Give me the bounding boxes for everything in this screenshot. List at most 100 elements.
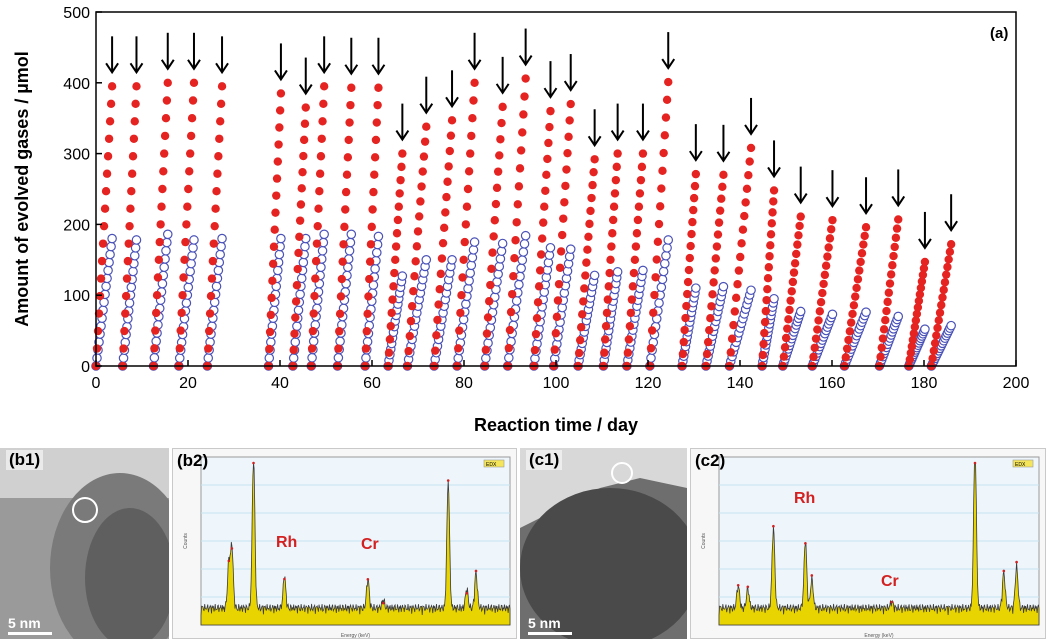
- h2-point: [98, 239, 108, 248]
- o2-point: [589, 270, 600, 281]
- h2-point: [447, 116, 457, 125]
- x-tick-label: 20: [179, 375, 197, 392]
- h2-point: [439, 223, 449, 233]
- h2-point: [563, 148, 572, 158]
- h2-point: [706, 314, 715, 323]
- o2-point: [497, 238, 508, 249]
- o2-point: [769, 293, 779, 304]
- scale-label-c1: 5 nm: [528, 615, 561, 631]
- h2-point: [431, 346, 440, 355]
- x-tick-label: 180: [911, 375, 938, 392]
- h2-point: [509, 271, 518, 281]
- o2-point: [516, 263, 526, 274]
- h2-point: [861, 223, 871, 232]
- h2-point: [845, 327, 855, 336]
- o2-point: [344, 245, 355, 256]
- h2-point: [702, 349, 712, 359]
- h2-point: [736, 252, 745, 262]
- h2-point: [132, 82, 141, 91]
- h2-point: [532, 314, 542, 323]
- o2-point: [185, 266, 195, 277]
- o2-point: [292, 321, 302, 331]
- o2-point: [105, 249, 115, 260]
- h2-point: [298, 167, 307, 177]
- h2-point: [300, 119, 310, 128]
- h2-point: [551, 329, 561, 338]
- h2-point: [765, 252, 774, 261]
- h2-point: [385, 335, 395, 344]
- h2-point: [919, 264, 929, 273]
- h2-point: [746, 143, 756, 153]
- o2-point: [295, 289, 305, 300]
- edx-peak-marker: [252, 461, 255, 465]
- o2-point: [861, 307, 871, 317]
- h2-point: [786, 296, 795, 305]
- h2-point: [292, 281, 302, 290]
- h2-point: [894, 215, 903, 224]
- h2-point: [127, 169, 137, 178]
- edx-peak-marker: [804, 542, 807, 545]
- h2-point: [794, 231, 803, 240]
- h2-point: [416, 197, 425, 206]
- h2-point: [270, 225, 279, 234]
- o2-point: [481, 353, 491, 364]
- h2-point: [487, 264, 496, 274]
- edx-y-axis-label: Counts: [701, 533, 707, 549]
- h2-point: [407, 301, 417, 311]
- h2-point: [342, 170, 352, 179]
- h2-point: [177, 308, 186, 318]
- h2-point: [882, 306, 891, 316]
- h2-point: [912, 309, 922, 319]
- h2-point: [811, 334, 821, 343]
- h2-point: [404, 346, 413, 356]
- h2-point: [188, 96, 198, 105]
- h2-point: [813, 325, 822, 334]
- edx-peak-marker: [890, 600, 894, 604]
- h2-point: [390, 268, 399, 278]
- h2-point: [707, 302, 716, 311]
- o2-point: [211, 281, 222, 292]
- h2-point: [825, 234, 835, 243]
- h2-point: [438, 238, 448, 248]
- y-tick-label: 500: [63, 5, 90, 22]
- h2-point: [189, 78, 199, 88]
- o2-point: [92, 353, 102, 363]
- peak-label-cr-c2: Cr: [881, 573, 899, 590]
- h2-point: [446, 131, 456, 140]
- h2-point: [558, 230, 567, 240]
- o2-point: [335, 336, 345, 347]
- h2-point: [658, 166, 667, 176]
- h2-point: [576, 323, 586, 332]
- h2-point: [792, 249, 801, 259]
- peak-label-cr-b2: Cr: [361, 536, 379, 553]
- h2-point: [432, 331, 441, 340]
- h2-point: [497, 118, 506, 128]
- h2-point: [387, 308, 396, 318]
- h2-point: [317, 134, 326, 143]
- restart-arrow: [395, 103, 410, 142]
- h2-point: [763, 284, 772, 294]
- h2-point: [727, 334, 737, 343]
- o2-point: [126, 282, 137, 293]
- restart-arrow: [298, 57, 313, 96]
- h2-point: [709, 278, 718, 287]
- h2-point: [130, 117, 139, 126]
- h2-point: [512, 218, 521, 227]
- h2-point: [714, 218, 724, 227]
- h2-point: [152, 291, 162, 300]
- h2-point: [507, 289, 517, 299]
- o2-point: [370, 264, 380, 274]
- h2-point: [852, 283, 861, 293]
- h2-point: [318, 117, 327, 126]
- h2-point: [397, 162, 406, 172]
- o2-point: [215, 249, 225, 260]
- h2-point: [613, 149, 622, 158]
- o2-point: [465, 268, 476, 278]
- h2-point: [584, 232, 593, 241]
- h2-point: [788, 277, 798, 287]
- h2-point: [106, 99, 116, 109]
- edx-plot-b2: EDX Energy (keV) Counts: [183, 456, 511, 638]
- h2-point: [731, 293, 741, 303]
- h2-point: [212, 187, 221, 196]
- h2-point: [345, 118, 354, 127]
